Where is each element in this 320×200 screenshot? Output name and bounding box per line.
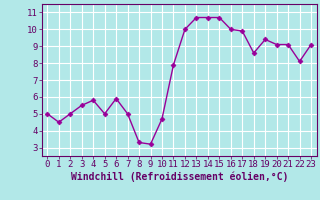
- X-axis label: Windchill (Refroidissement éolien,°C): Windchill (Refroidissement éolien,°C): [70, 172, 288, 182]
